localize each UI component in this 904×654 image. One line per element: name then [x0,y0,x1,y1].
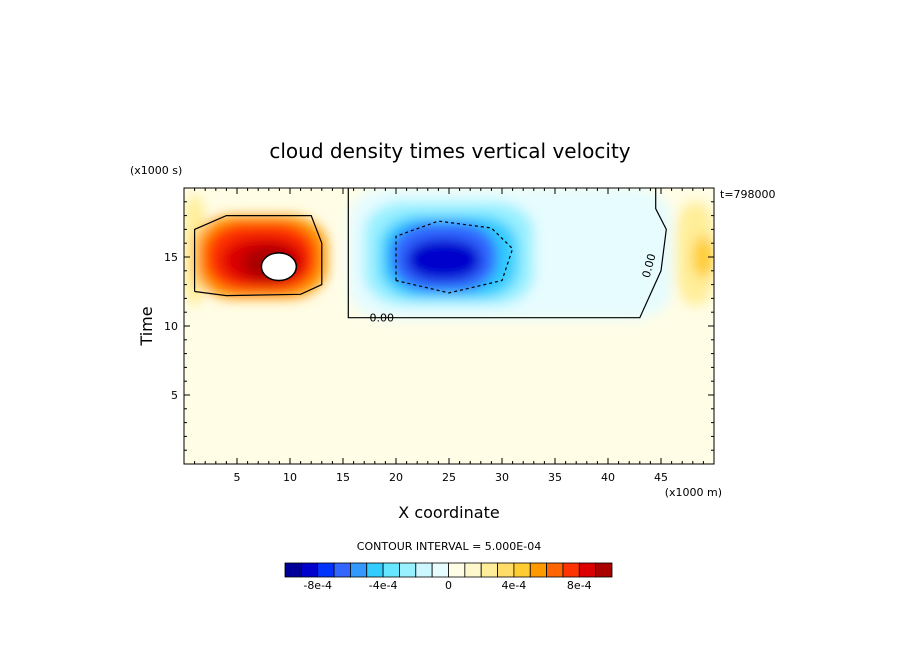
x-units-label: (x1000 m) [665,486,722,499]
colorbar-swatch [497,562,515,578]
colorbar-swatch [448,562,466,578]
contour-line [347,188,667,319]
contour-label: 0.00 [370,312,395,325]
colorbar-tick-label: -8e-4 [303,579,332,592]
colorbar-swatch [546,562,564,578]
x-tick-label: 40 [601,471,615,484]
time-label: t=798000 [720,188,776,201]
colorbar-swatch [480,562,498,578]
x-tick-label: 10 [283,471,297,484]
colorbar-swatch [366,562,384,578]
chart-title: cloud density times vertical velocity [269,139,630,163]
field-cell [692,236,714,278]
colorbar-tick-label: 0 [445,579,452,592]
x-axis-label: X coordinate [398,503,499,522]
colorbar-swatch [529,562,548,578]
x-tick-label: 5 [234,471,241,484]
colorbar-swatch [431,562,449,578]
y-axis-label: Time [137,306,156,346]
colorbar-swatch [382,562,400,578]
x-tick-label: 20 [389,471,403,484]
y-tick-label: 5 [171,389,178,402]
y-tick-label: 15 [164,251,178,264]
colorbar-swatch [399,562,417,578]
x-tick-label: 15 [336,471,350,484]
missing-region [260,252,298,282]
colorbar-swatch [513,562,531,578]
colorbar-swatch [562,562,580,578]
contour-label: 0.00 [640,252,659,279]
x-tick-label: 35 [548,471,562,484]
colorbar-swatch [284,562,302,578]
contour-line [194,215,323,297]
field-cell [406,239,481,281]
colorbar-swatch [300,562,319,578]
colorbar-tick-label: 4e-4 [502,579,527,592]
colorbar-tick-label: 8e-4 [567,579,592,592]
y-tick-label: 10 [164,320,178,333]
colorbar-swatch [415,562,433,578]
x-tick-label: 45 [654,471,668,484]
contour-interval-text: CONTOUR INTERVAL = 5.000E-04 [357,540,541,553]
contour-line [395,220,514,294]
colorbar-swatch [595,562,613,578]
plot-area: 0.00 0.00 5 10 15 20 25 30 35 40 45 5 10 15 [164,187,715,484]
colorbar-swatch [349,562,368,578]
colorbar-swatch [333,562,351,578]
x-tick-label: 25 [442,471,456,484]
colorbar-swatch [578,562,597,578]
colorbar-swatch [464,562,482,578]
colorbar-tick-label: -4e-4 [369,579,398,592]
x-tick-label: 30 [495,471,509,484]
colorbar: -8e-4 -4e-4 0 4e-4 8e-4 [284,562,613,592]
colorbar-swatch [317,562,335,578]
y-units-label: (x1000 s) [130,164,182,177]
